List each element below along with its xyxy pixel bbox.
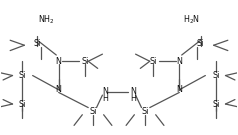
Text: H: H bbox=[102, 94, 108, 103]
Text: Si: Si bbox=[141, 107, 149, 116]
Text: N: N bbox=[176, 85, 182, 94]
Text: H: H bbox=[130, 94, 136, 103]
Text: N: N bbox=[176, 57, 182, 66]
Text: Si: Si bbox=[212, 99, 220, 109]
Text: Si: Si bbox=[89, 107, 97, 116]
Text: NH$_2$: NH$_2$ bbox=[38, 13, 55, 26]
Text: N: N bbox=[130, 87, 136, 96]
Text: N: N bbox=[102, 87, 108, 96]
Text: Si: Si bbox=[197, 39, 204, 48]
Text: N: N bbox=[56, 85, 62, 94]
Text: Si: Si bbox=[18, 71, 26, 80]
Text: Si: Si bbox=[212, 71, 220, 80]
Text: Si: Si bbox=[18, 99, 26, 109]
Text: Si: Si bbox=[34, 39, 41, 48]
Text: H$_2$N: H$_2$N bbox=[183, 13, 200, 26]
Text: Si: Si bbox=[150, 57, 157, 66]
Text: Si: Si bbox=[81, 57, 88, 66]
Text: N: N bbox=[56, 57, 62, 66]
